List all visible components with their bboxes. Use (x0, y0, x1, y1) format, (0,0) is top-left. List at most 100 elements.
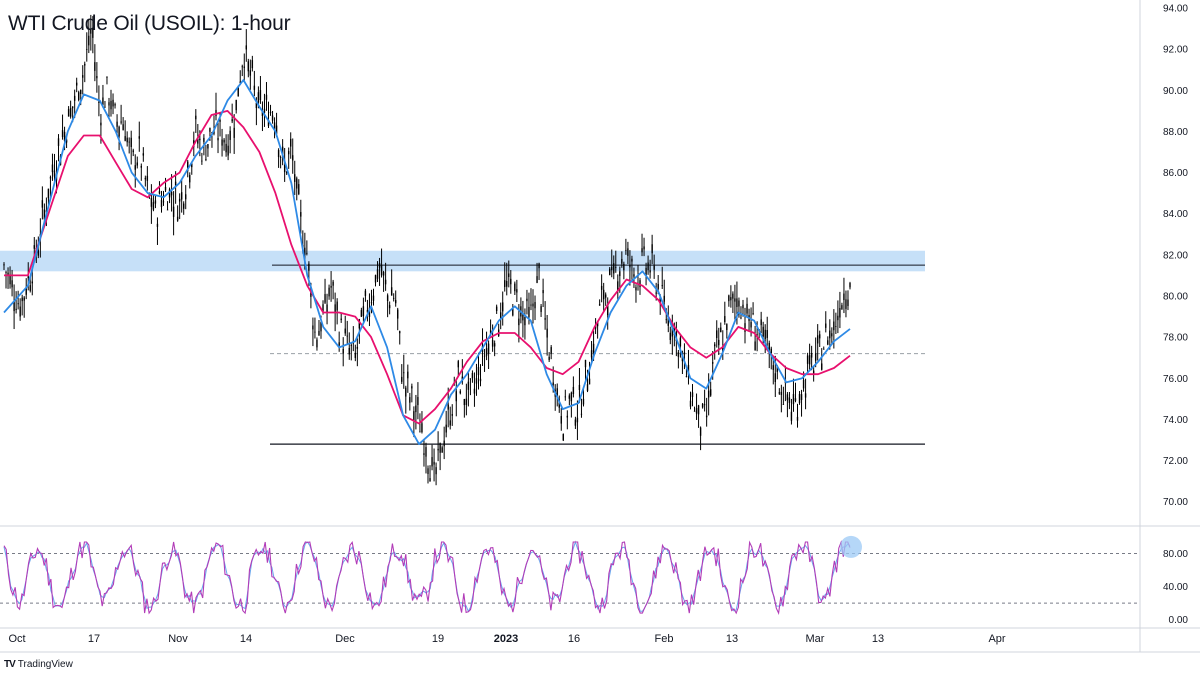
candle-body (584, 359, 587, 368)
candle-body (257, 92, 260, 103)
candle-body (80, 89, 82, 95)
candle-body (750, 322, 752, 328)
candle-body (275, 125, 278, 134)
candle-body (685, 376, 688, 378)
candle-body (269, 111, 272, 114)
candle-body (667, 317, 669, 326)
candle-body (439, 443, 441, 453)
candle-body (287, 151, 290, 155)
candle-body (142, 153, 145, 156)
candle-body (277, 150, 280, 157)
candle-body (43, 209, 46, 220)
candle-body (669, 332, 672, 340)
candle-body (847, 299, 849, 306)
candle-body (271, 115, 274, 121)
candle-body (29, 285, 31, 291)
candle-body (657, 284, 659, 289)
rsi-signal-line (3, 540, 851, 613)
candle-body (522, 314, 524, 321)
time-axis-label: Feb (655, 633, 674, 645)
price-axis-label: 78.00 (1163, 333, 1188, 344)
candle-body (477, 367, 480, 376)
candle-body (128, 141, 130, 143)
price-axis-label: 94.00 (1163, 4, 1188, 15)
candle-body (380, 265, 383, 276)
candle-body (542, 290, 544, 294)
candle-body (290, 138, 292, 147)
candle-body (435, 467, 437, 475)
candle-body (562, 434, 564, 441)
candle-body (665, 319, 667, 321)
candle-body (118, 126, 120, 137)
candle-body (259, 90, 262, 101)
candle-body (829, 330, 831, 339)
candle-body (172, 206, 175, 217)
candle-body (23, 297, 25, 301)
time-axis-label: Mar (806, 633, 825, 645)
candle-body (693, 410, 696, 412)
candle-body (495, 306, 498, 312)
candle-body (499, 312, 502, 320)
candle-body (344, 328, 346, 334)
candle-body (760, 319, 762, 326)
candle-body (7, 272, 9, 275)
candle-body (401, 376, 403, 382)
candle-body (201, 160, 203, 162)
candle-body (239, 81, 241, 83)
candle-body (582, 398, 585, 405)
candle-body (49, 177, 52, 179)
candle-body (322, 304, 324, 312)
candle-body (47, 188, 50, 199)
candle-body (61, 130, 64, 137)
candle-body (334, 304, 336, 314)
candle-body (281, 146, 284, 156)
candle-body (730, 297, 732, 301)
candle-body (831, 333, 833, 337)
candle-body (243, 66, 245, 68)
candle-body (574, 419, 577, 426)
candle-body (782, 404, 785, 405)
candle-body (590, 350, 593, 358)
candle-body (841, 305, 843, 309)
candle-body (362, 306, 365, 317)
candle-body (223, 139, 225, 143)
candle-body (649, 270, 651, 273)
candle-body (205, 158, 207, 160)
candle-body (154, 200, 157, 204)
candle-body (195, 115, 197, 120)
candle-body (627, 248, 629, 256)
candle-body (726, 324, 728, 331)
candle-body (720, 327, 722, 333)
candle-body (53, 170, 56, 177)
candle-body (25, 286, 27, 295)
candle-body (449, 420, 451, 426)
candle-body (273, 122, 276, 130)
candle-body (683, 352, 686, 355)
candle-body (598, 304, 601, 306)
candle-body (506, 281, 508, 287)
candle-body (754, 341, 756, 351)
tradingview-brand: TV TradingView (4, 659, 73, 670)
candle-body (294, 174, 296, 182)
candle-body (342, 349, 344, 354)
candle-body (716, 330, 718, 339)
candle-body (209, 128, 211, 132)
candle-body (546, 328, 548, 338)
candle-body (84, 63, 86, 66)
candle-body (502, 302, 504, 312)
candle-body (354, 352, 357, 358)
candle-body (457, 361, 459, 368)
candle-body (368, 307, 371, 317)
candle-body (671, 327, 674, 337)
candle-body (94, 62, 96, 71)
candle-body (360, 310, 363, 317)
time-axis-label: 19 (432, 633, 444, 645)
candle-body (136, 162, 138, 166)
candle-body (679, 337, 682, 347)
candle-body (724, 316, 726, 323)
candle-body (75, 82, 78, 86)
candle-body (166, 209, 169, 211)
candle-body (843, 293, 845, 301)
candle-body (382, 271, 385, 276)
